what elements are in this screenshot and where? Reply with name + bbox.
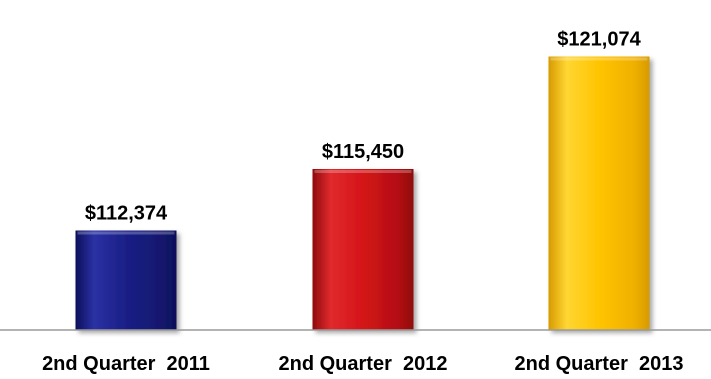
bar-2013-highlight (550, 57, 648, 61)
value-label-2012: $115,450 (322, 141, 404, 163)
value-label-2013: $121,074 (557, 29, 641, 51)
category-label-2012: 2nd Quarter 2012 (279, 353, 448, 375)
bar-2012 (312, 169, 414, 330)
bars-layer (75, 56, 650, 330)
bar-2012-highlight (314, 170, 412, 173)
category-label-2013: 2nd Quarter 2013 (515, 353, 684, 375)
bar-2011 (75, 230, 177, 330)
value-labels-layer: $112,374 $115,450 $121,074 (85, 29, 642, 225)
bar-2011-highlight (77, 231, 175, 235)
bar-2013 (548, 56, 650, 330)
category-labels-layer: 2nd Quarter 2011 2nd Quarter 2012 2nd Quar… (42, 353, 683, 375)
category-label-2011: 2nd Quarter 2011 (42, 353, 210, 375)
value-label-2011: $112,374 (85, 203, 168, 225)
